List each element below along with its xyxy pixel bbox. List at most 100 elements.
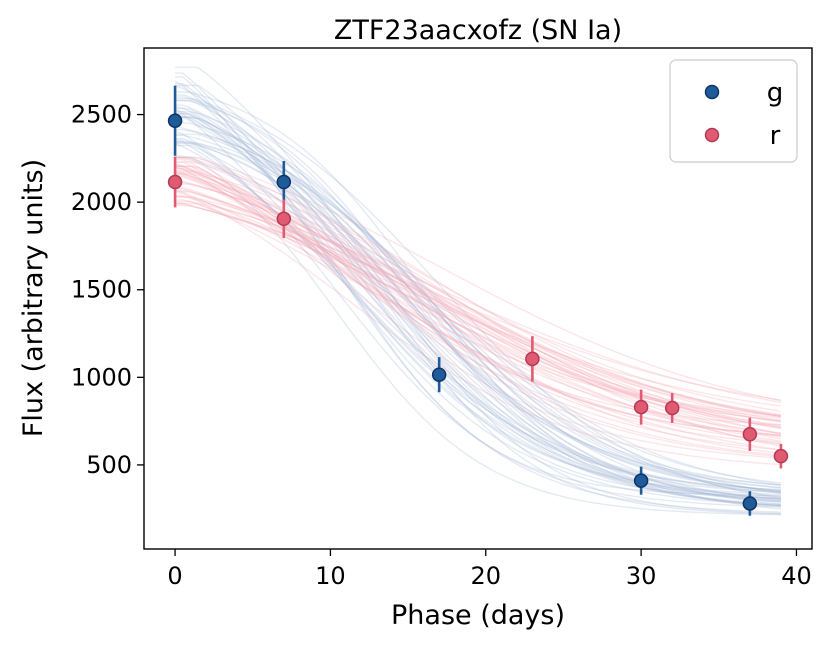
- model-curve-r: [175, 170, 781, 418]
- y-tick-label: 2000: [71, 188, 132, 216]
- model-curve-g: [174, 130, 781, 508]
- model-curve-g: [175, 133, 781, 486]
- model-curve-r: [175, 181, 781, 454]
- model-curve-g: [175, 107, 781, 506]
- model-curve-g: [174, 108, 781, 494]
- model-curve-r: [174, 163, 782, 440]
- model-curve-r: [175, 189, 782, 416]
- data-point-r: [167, 174, 183, 190]
- model-curve-g: [175, 106, 781, 497]
- model-curve-g: [175, 76, 781, 507]
- model-curve-g: [175, 97, 782, 500]
- model-curve-g: [175, 110, 781, 500]
- x-axis-ticks: 0 10 20 30 40: [167, 549, 812, 590]
- model-curve-r: [175, 165, 782, 435]
- model-curve-g: [174, 80, 781, 498]
- model-curve-g: [175, 111, 781, 486]
- model-curve-g: [175, 137, 781, 502]
- model-curve-g: [175, 113, 781, 492]
- model-curve-r: [175, 202, 782, 401]
- model-curve-g: [174, 115, 781, 486]
- model-curve-r: [175, 195, 782, 417]
- data-point-r: [276, 211, 292, 227]
- model-curve-r: [174, 166, 782, 429]
- x-tick-label: 20: [470, 562, 501, 590]
- model-curve-g: [175, 134, 781, 484]
- model-curve-r: [175, 173, 781, 434]
- model-curve-g: [175, 66, 781, 508]
- model-curve-r: [174, 172, 782, 428]
- model-curve-g: [175, 83, 781, 513]
- y-tick-label: 1500: [71, 276, 132, 304]
- y-axis-label: Flux (arbitrary units): [18, 159, 49, 437]
- model-curve-r: [175, 176, 781, 438]
- model-curve-r: [175, 156, 782, 402]
- model-curve-r: [174, 166, 782, 438]
- x-tick-label: 10: [315, 562, 346, 590]
- model-curve-r: [174, 189, 781, 443]
- model-curve-g: [175, 144, 781, 499]
- model-curve-g: [175, 141, 781, 502]
- model-curve-g: [175, 116, 781, 491]
- model-curve-g: [175, 104, 781, 510]
- model-curve-r: [175, 156, 782, 417]
- model-curve-g: [175, 116, 781, 505]
- model-curve-r: [174, 170, 781, 436]
- model-curve-g: [175, 140, 781, 515]
- model-curve-r: [175, 187, 781, 428]
- legend-label-g: g: [767, 78, 784, 108]
- model-curve-r: [175, 202, 782, 445]
- model-curve-r: [175, 165, 781, 458]
- model-curve-g: [175, 84, 781, 493]
- model-curve-r: [175, 157, 782, 418]
- model-curve-r: [175, 200, 781, 422]
- data-point-r: [742, 427, 758, 442]
- model-curve-r: [175, 188, 781, 445]
- data-point-g: [742, 496, 758, 511]
- data-point-r: [633, 399, 649, 415]
- y-axis-ticks: 500 1000 1500 2000 2500: [71, 101, 144, 479]
- data-point-g: [276, 174, 292, 190]
- model-curve-g: [175, 94, 781, 500]
- model-curve-r: [175, 195, 782, 422]
- model-curve-r: [175, 171, 782, 442]
- legend-label-r: r: [770, 121, 781, 151]
- model-curve-g: [175, 128, 781, 489]
- model-curve-g: [175, 99, 781, 493]
- model-curve-r: [175, 196, 781, 407]
- model-curve-g: [175, 142, 781, 498]
- y-tick-label: 2500: [71, 101, 132, 129]
- model-curve-g: [175, 156, 781, 516]
- model-curve-r: [175, 199, 782, 423]
- model-curve-r: [175, 180, 781, 426]
- x-axis-label: Phase (days): [391, 600, 565, 631]
- model-curve-g: [174, 85, 781, 507]
- model-curve-g: [174, 142, 781, 496]
- model-curve-g: [175, 140, 781, 493]
- data-point-r: [525, 351, 540, 367]
- x-tick-label: 40: [781, 562, 812, 590]
- legend-box: [669, 59, 798, 163]
- x-tick-label: 30: [626, 562, 657, 590]
- x-tick-label: 0: [167, 562, 182, 590]
- legend-marker-g: [704, 84, 720, 100]
- model-curve-g: [175, 112, 781, 493]
- model-curve-g: [174, 125, 781, 501]
- model-curve-r: [175, 169, 781, 451]
- model-curve-r: [175, 192, 781, 466]
- model-curve-r: [175, 202, 781, 419]
- data-point-g: [431, 367, 447, 382]
- data-point-r: [664, 400, 680, 416]
- model-curve-g: [175, 122, 781, 492]
- model-curve-g: [175, 72, 781, 503]
- y-tick-label: 1000: [71, 363, 132, 391]
- model-curve-g: [175, 99, 782, 494]
- data-point-r: [773, 448, 789, 464]
- plot-frame: [143, 47, 813, 550]
- model-curve-r: [175, 167, 781, 459]
- legend-marker-r: [704, 127, 720, 143]
- model-curves: [174, 66, 782, 516]
- data-point-g: [167, 113, 183, 128]
- model-curve-g: [175, 96, 781, 505]
